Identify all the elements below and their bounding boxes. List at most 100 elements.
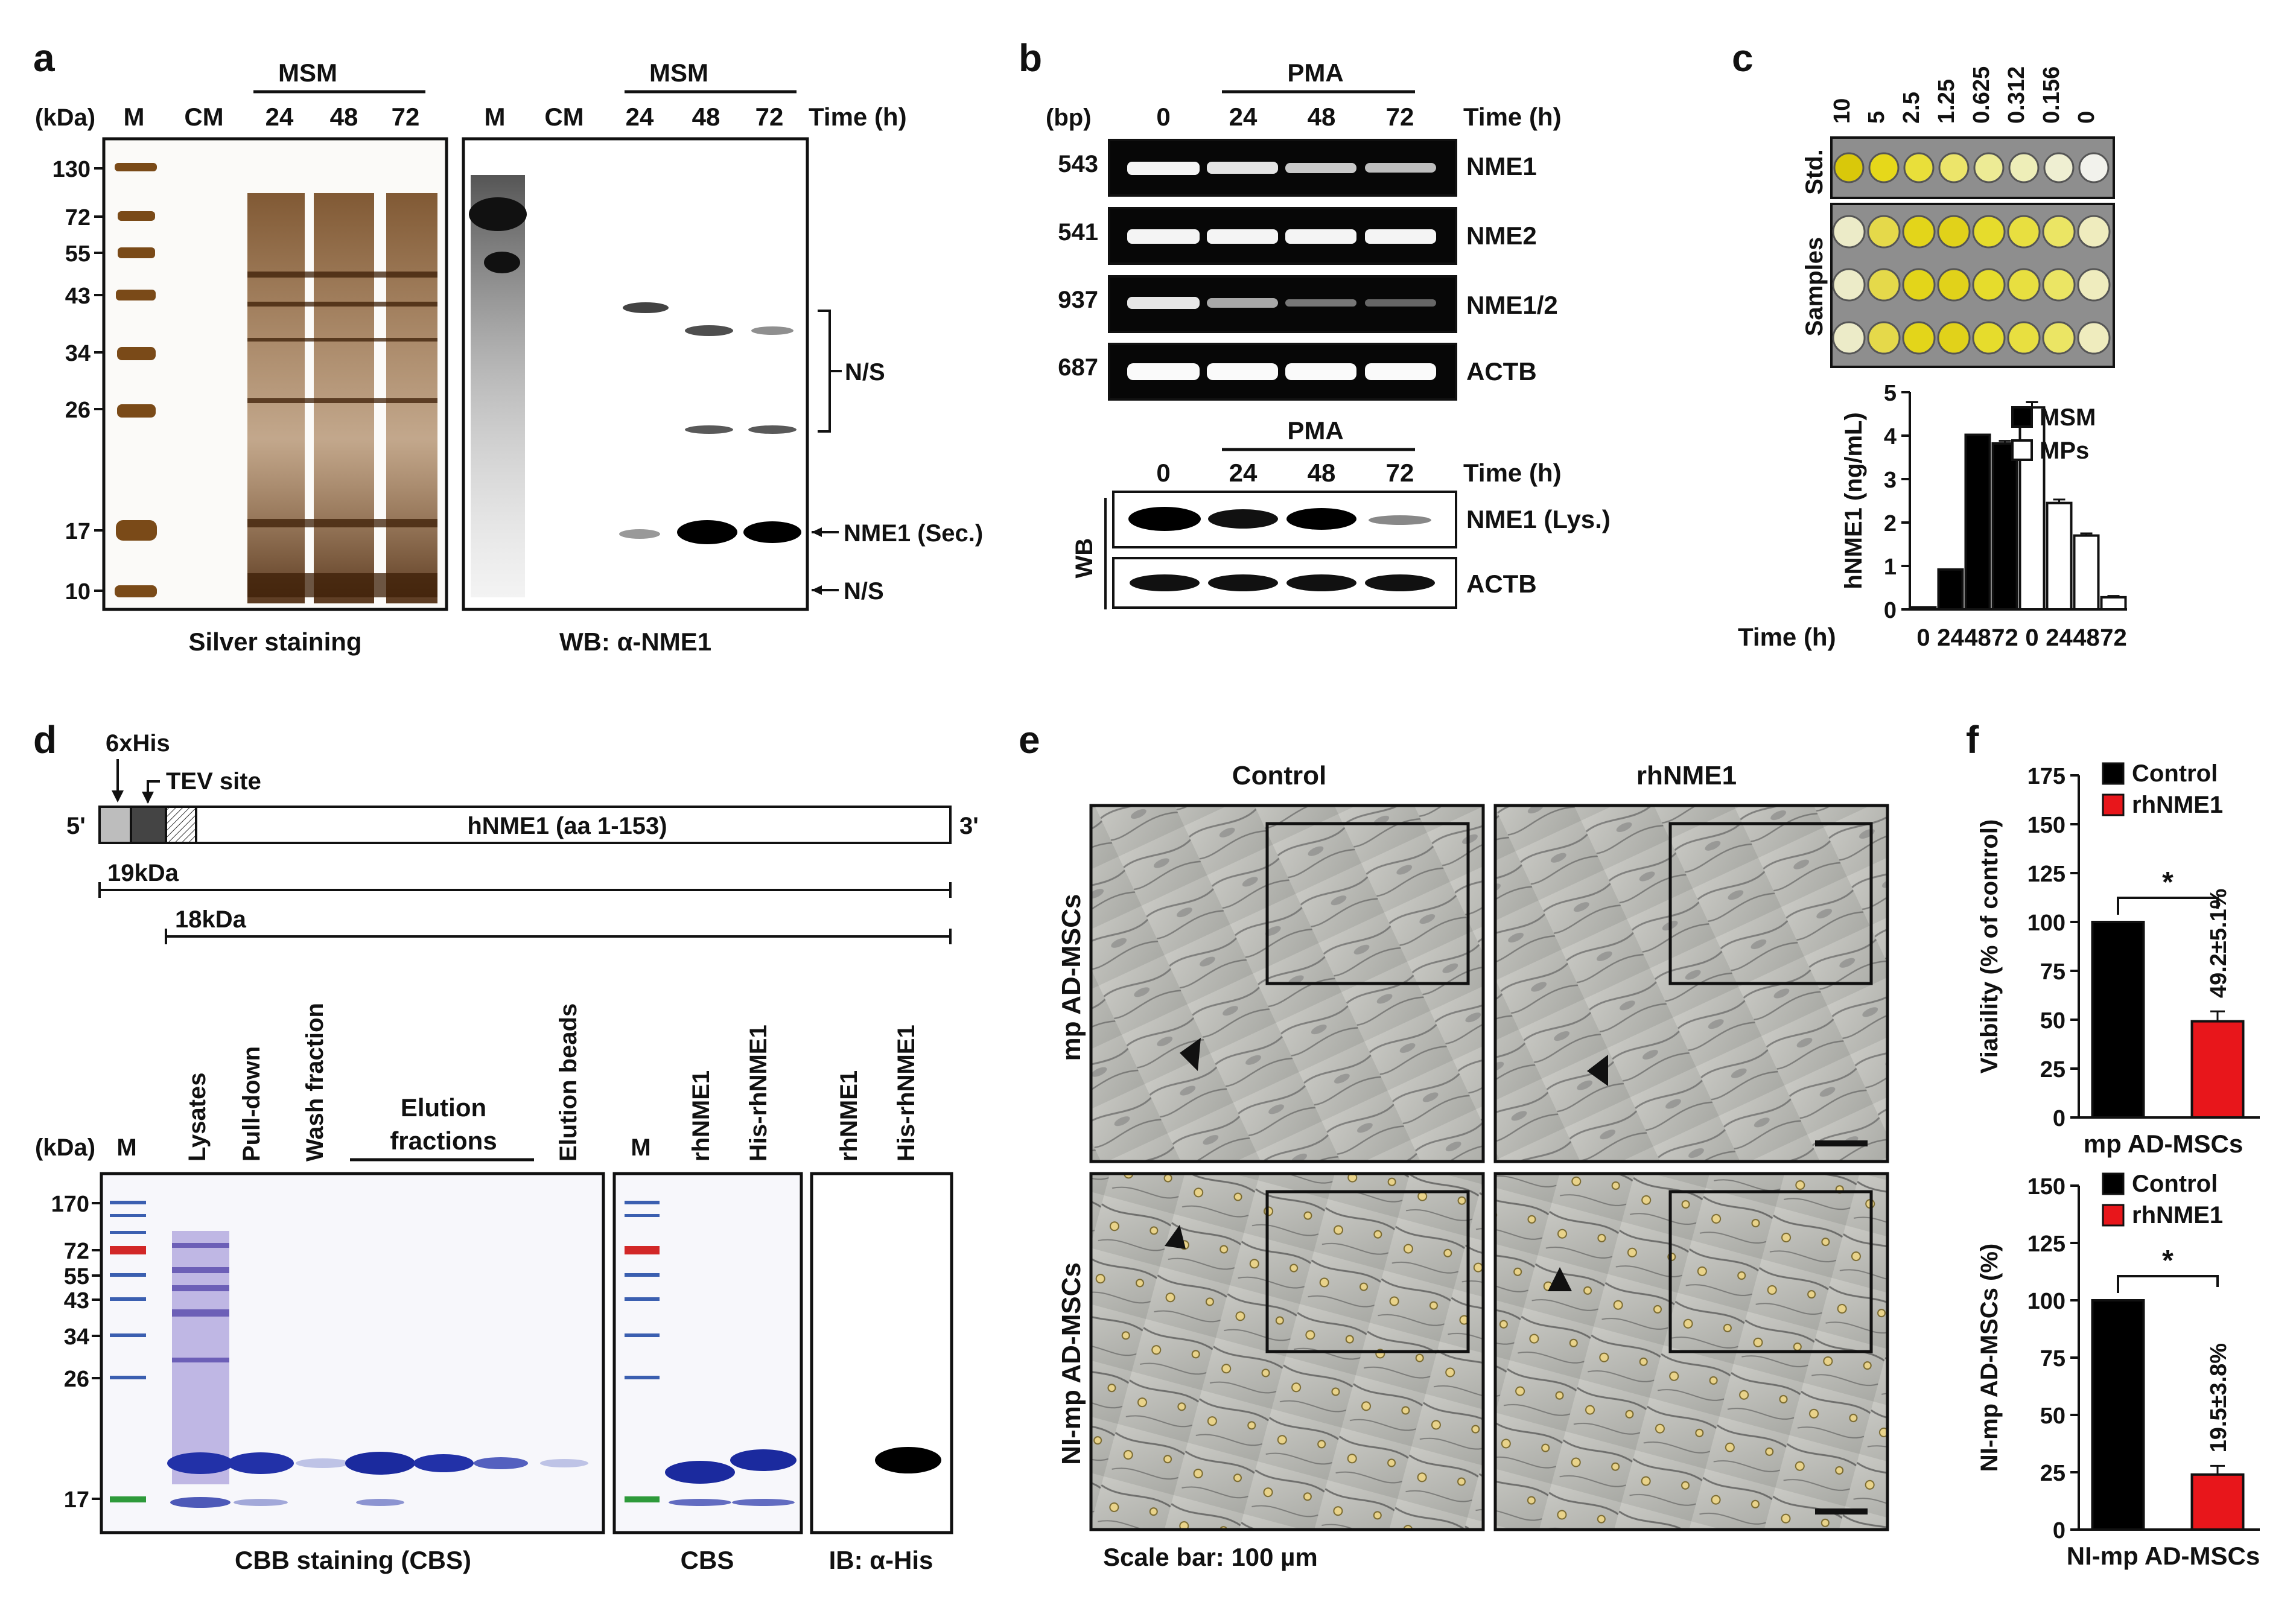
lane-label-cm: CM: [184, 103, 223, 131]
bar-msm: [1991, 442, 2018, 611]
significance-star: *: [2162, 1245, 2174, 1277]
std-1-25: 1.25: [1934, 79, 1959, 124]
significance-star: *: [2162, 866, 2174, 898]
y-tick-label: 3: [1884, 468, 1897, 493]
y-tick-label: 125: [2027, 862, 2065, 887]
significance-bracket: [2117, 1275, 2219, 1293]
row-label-ni-mp: NI-mp AD-MSCs: [1057, 1262, 1086, 1465]
x-axis-title: Time (h): [1738, 623, 1836, 651]
marker-55: 55: [65, 241, 91, 267]
cbb-gel-2: [612, 1172, 803, 1534]
marker-43: 43: [65, 284, 91, 309]
cbb-gel-1: [100, 1172, 605, 1534]
wb-lane-label-72h: 72: [755, 103, 784, 131]
marker-labels-d: 170 72 55 43 34 26 17: [51, 1192, 89, 1513]
wb-time-48h: 48: [1308, 459, 1336, 487]
legend-label-rhnme1: rhNME1: [2132, 1202, 2223, 1228]
std-2-5: 2.5: [1899, 92, 1924, 124]
y-tick-label: 100: [2027, 1289, 2065, 1314]
elisa-plate-std: [1830, 136, 2115, 199]
wb-lane-label-24h: 24: [626, 103, 654, 131]
std-5: 5: [1864, 111, 1889, 124]
x-tick-label: 24: [2046, 625, 2073, 651]
bp-937: 937: [1058, 287, 1098, 313]
unit-label-kda: (kDa): [35, 104, 95, 131]
gel-nme2: 541 NME2: [1058, 207, 1537, 265]
x-tick-label: 48: [2073, 625, 2100, 651]
marker-17: 17: [65, 519, 91, 544]
sample-well: [2077, 215, 2111, 249]
std-0: 0: [2074, 111, 2099, 124]
group-label-pma: PMA: [1287, 59, 1343, 87]
bar-mps: [2046, 501, 2073, 611]
y-tick-label: 175: [2027, 764, 2065, 789]
std-0-625: 0.625: [1969, 66, 1994, 124]
bar-msm: [1937, 568, 1964, 611]
y-tick-label: 4: [1884, 424, 1897, 450]
panel-letter-f: f: [1966, 718, 1979, 761]
time-24h: 24: [1229, 103, 1258, 131]
sample-well: [2007, 268, 2041, 302]
y-tick-label: 75: [2040, 1346, 2065, 1371]
y-axis-title: NI-mp AD-MSCs (%): [1976, 1244, 2003, 1472]
x-axis-title: mp AD-MSCs: [2084, 1130, 2243, 1158]
std-well: [1833, 152, 1865, 183]
size-19kda: 19kDa: [107, 860, 179, 886]
nme1-sec-label: NME1 (Sec.): [844, 520, 983, 547]
wb-label-actb: ACTB: [1466, 570, 1537, 598]
gel3-lane-his-rhnme1: His-rhNME1: [893, 1025, 920, 1162]
time-0h: 0: [1156, 103, 1170, 131]
chart-viability: 0 25 50 75 100 125 150 175 Viability (% of contr…: [1976, 760, 2260, 1158]
sample-well: [1972, 268, 2006, 302]
y-axis-title: Viability (% of control): [1976, 819, 2003, 1074]
std-well: [2043, 152, 2075, 183]
sample-well: [1832, 215, 1866, 249]
arrowhead-icon: [1587, 1055, 1608, 1086]
panel-d: d 6xHis TEV site 5' hNME1 (aa 1-153) 3' …: [33, 718, 979, 1574]
sample-well: [2077, 268, 2111, 302]
y-tick-label: 0: [2053, 1106, 2065, 1131]
lane-elution-beads: Elution beads: [555, 1003, 582, 1162]
std-well: [2078, 152, 2110, 183]
gel1-lane-m: M: [116, 1134, 136, 1161]
micrograph-ni-mp-rhnme1: [1493, 1172, 1889, 1531]
marker-72: 72: [65, 205, 91, 230]
sample-well: [1902, 268, 1936, 302]
ns-arrow-bottom: N/S: [812, 578, 884, 605]
bar-mps: [2100, 596, 2127, 611]
sample-well: [1902, 215, 1936, 249]
lane-labels-wb: MSM M CM 24 48 72 Time (h): [485, 59, 907, 131]
sample-well: [1937, 321, 1971, 355]
x-tick-label: 0: [1916, 625, 1930, 651]
lane-labels-silver: M CM 24 48 72: [124, 103, 420, 131]
y-tick-label: 0: [1884, 598, 1897, 623]
std-row-label: Std.: [1801, 149, 1828, 195]
sample-well: [2007, 321, 2041, 355]
unit-label-kda-d: (kDa): [35, 1134, 95, 1161]
arrowhead-icon: [1165, 1225, 1186, 1249]
marker-d-43: 43: [64, 1288, 89, 1314]
legend-swatch-mps: [2011, 439, 2033, 461]
x-tick-label: 48: [1964, 625, 1991, 651]
marker-d-55: 55: [64, 1264, 89, 1289]
std-well: [2008, 152, 2040, 183]
sec-arrow: NME1 (Sec.): [812, 520, 983, 547]
y-tick-label: 100: [2027, 911, 2065, 936]
legend-label-rhnme1: rhNME1: [2132, 792, 2223, 818]
legend-swatch-rhnme1: [2102, 793, 2125, 816]
legend-label-control: Control: [2132, 1171, 2218, 1197]
ns-label-bottom: N/S: [844, 578, 884, 605]
immunoblot-his: [810, 1172, 953, 1534]
wb-lane-label-48h: 48: [692, 103, 720, 131]
x-tick-label: 72: [1991, 625, 2018, 651]
caption-silver-staining: Silver staining: [188, 628, 361, 656]
row-label-mp: mp AD-MSCs: [1057, 894, 1086, 1061]
y-tick-label: 150: [2027, 813, 2065, 838]
std-well: [1868, 152, 1900, 183]
y-axis-title: hNME1 (ng/mL): [1840, 412, 1867, 589]
three-prime: 3': [959, 813, 979, 839]
wb-lane-label-cm: CM: [544, 103, 584, 131]
panel-a: a (kDa) MSM M CM 24 48 72 130 72 55 43 3…: [33, 36, 983, 656]
sample-well: [2042, 215, 2076, 249]
